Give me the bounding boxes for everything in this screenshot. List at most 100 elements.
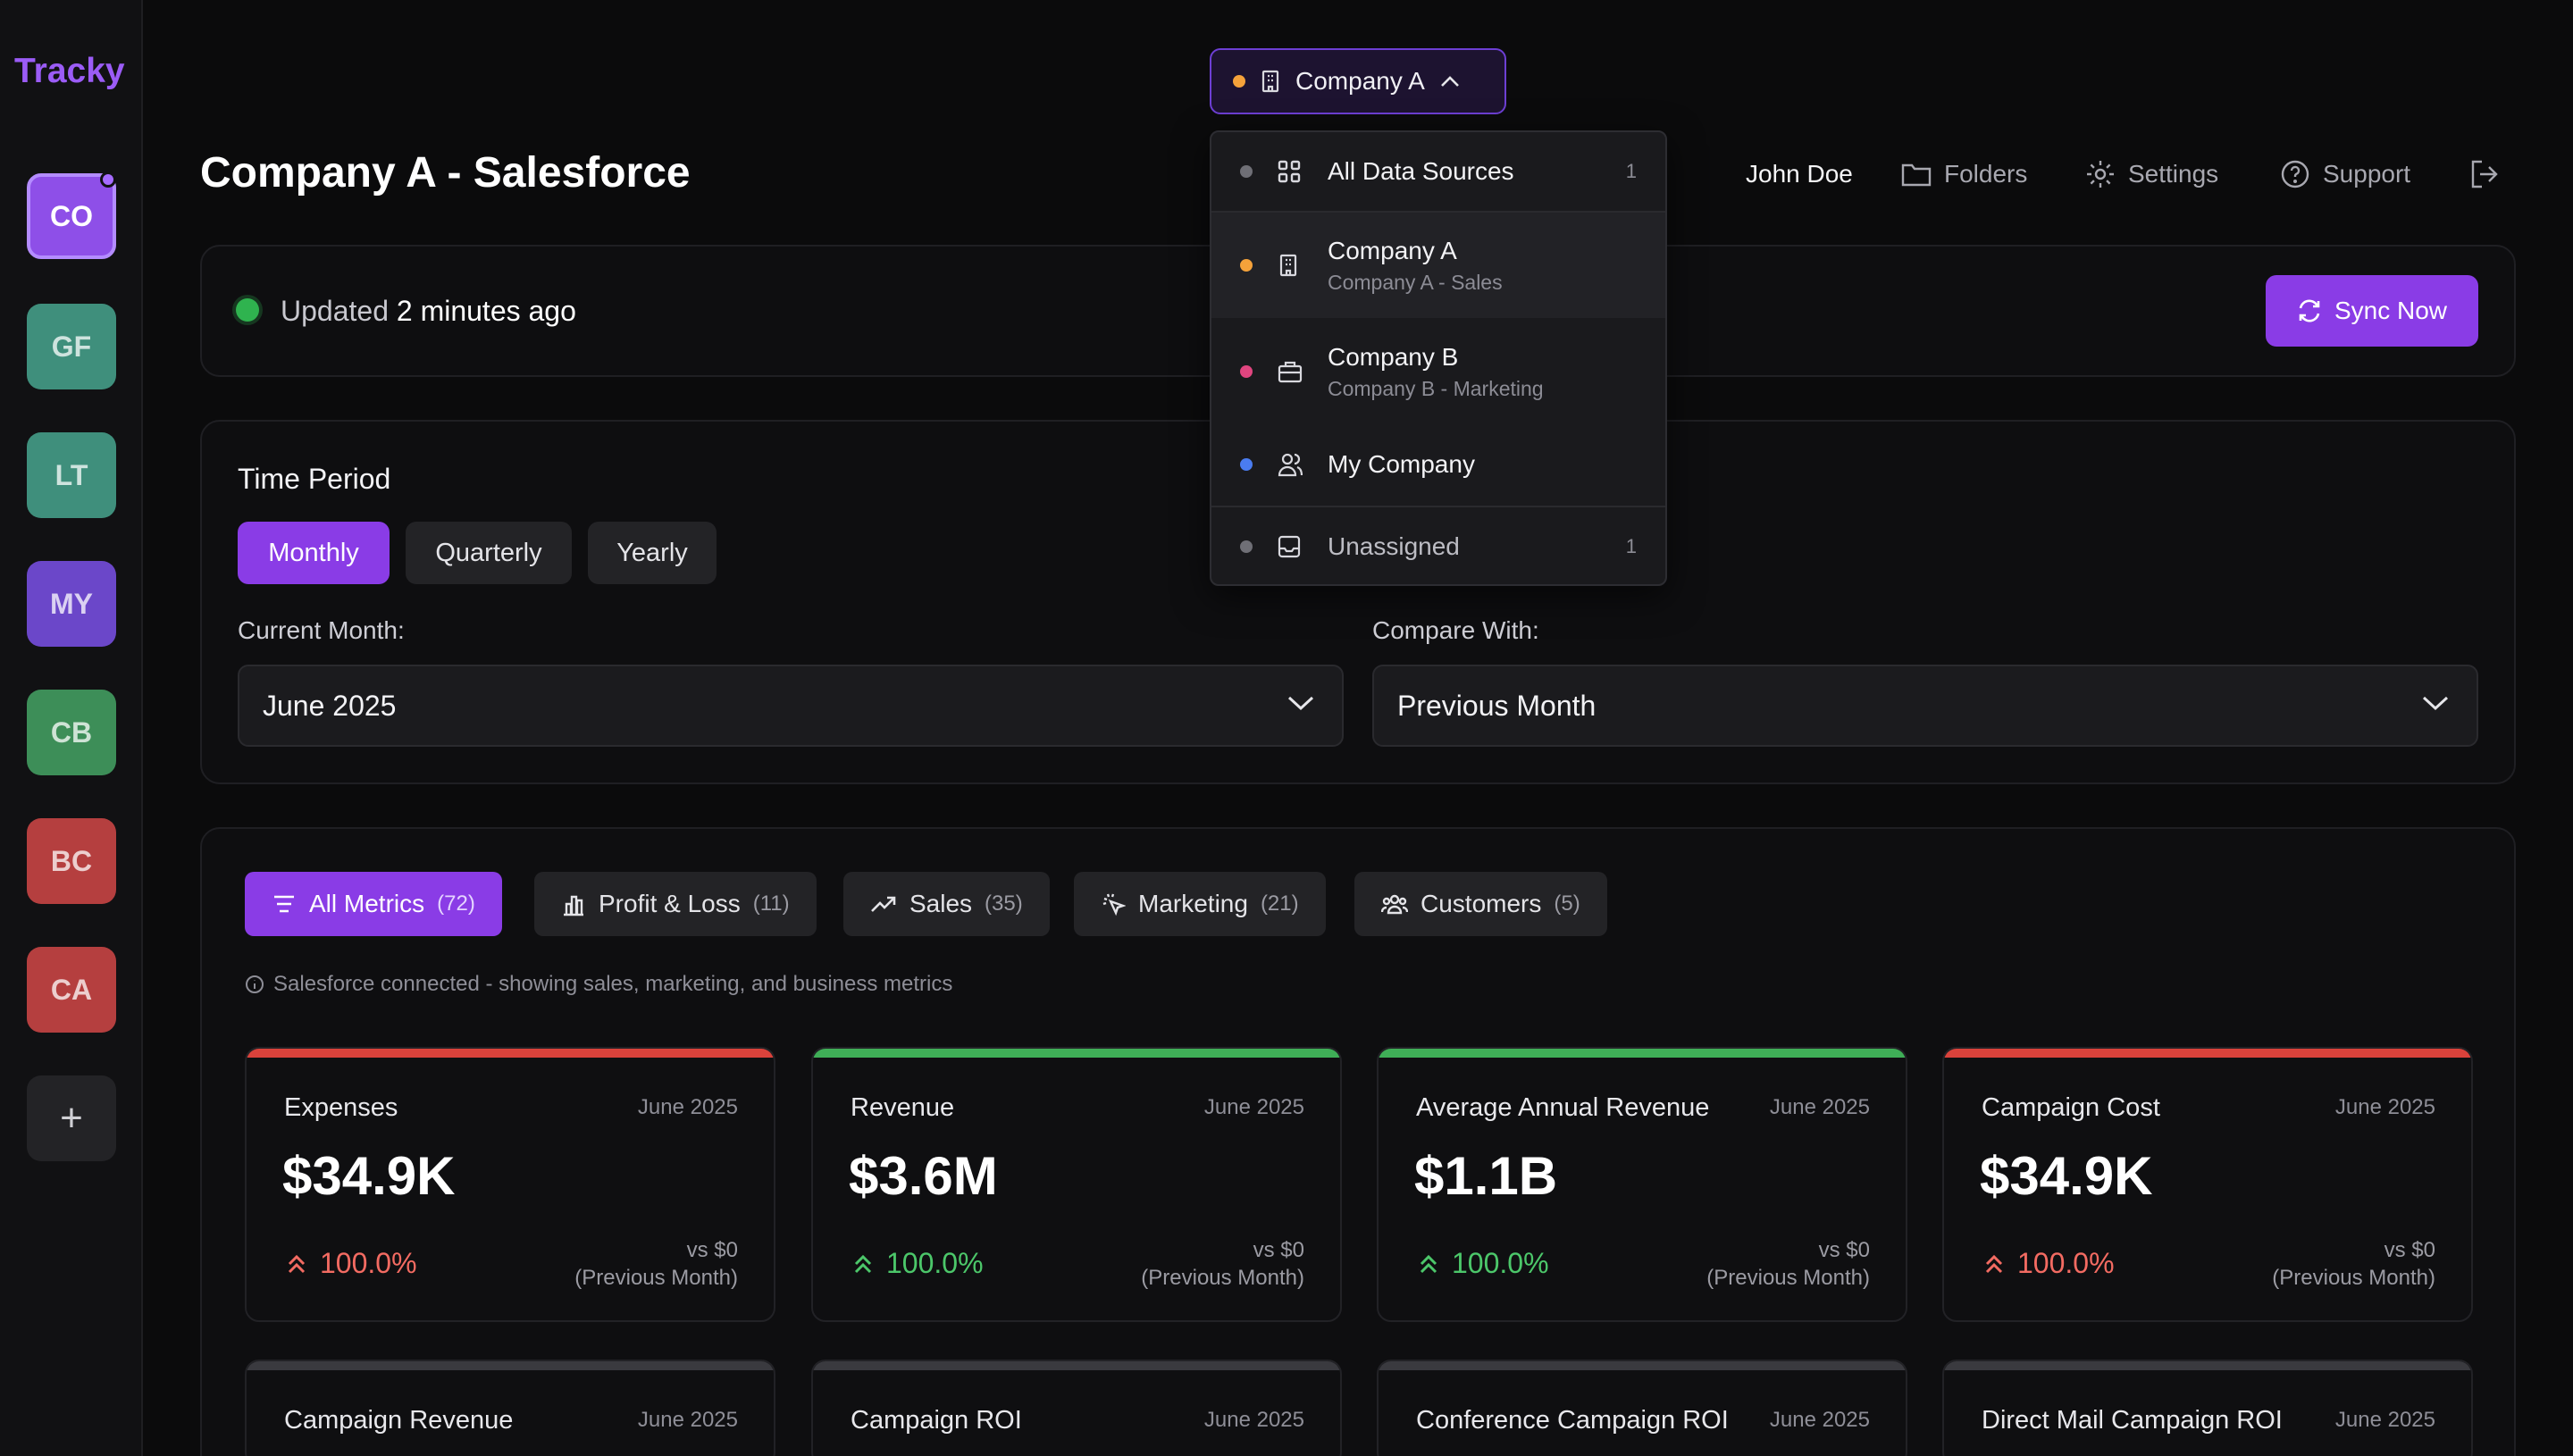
metric-change-value: 100.0%	[2017, 1247, 2115, 1279]
workspace-co[interactable]: CO	[27, 172, 116, 259]
metric-name: Revenue	[851, 1093, 955, 1122]
refresh-icon	[2297, 298, 2322, 323]
tab-customers[interactable]: Customers (5)	[1354, 872, 1607, 936]
grid-icon	[1278, 160, 1301, 183]
status-time: 2 minutes ago	[396, 295, 576, 327]
briefcase-icon	[1278, 360, 1303, 383]
metric-name: Campaign Cost	[1982, 1093, 2160, 1122]
dropdown-item-unassigned[interactable]: Unassigned 1	[1211, 507, 1665, 584]
tab-all-metrics[interactable]: All Metrics (72)	[245, 872, 502, 936]
tab-label: All Metrics	[309, 890, 425, 917]
metric-change: 100.0%	[286, 1247, 417, 1280]
period-yearly-button[interactable]: Yearly	[588, 522, 717, 584]
metric-card-conference-campaign-roi[interactable]: Conference Campaign ROI June 2025	[1377, 1360, 1907, 1456]
support-link[interactable]: Support	[2280, 152, 2410, 197]
card-accent-bar	[1379, 1049, 1906, 1058]
card-accent-bar	[1944, 1361, 2471, 1370]
chevron-up-icon	[1439, 74, 1461, 88]
add-workspace-button[interactable]: +	[27, 1075, 116, 1161]
comparison-value: vs $0	[686, 1238, 738, 1262]
workspace-bc[interactable]: BC	[27, 818, 116, 904]
dropdown-item-title: All Data Sources	[1328, 157, 1514, 185]
dropdown-item-company-a[interactable]: Company A Company A - Sales	[1211, 213, 1665, 318]
current-month-select[interactable]: June 2025	[238, 665, 1344, 747]
source-color-dot	[1240, 458, 1253, 471]
metric-card-revenue[interactable]: Revenue June 2025 $3.6M 100.0% vs $0 (Pr…	[811, 1047, 1342, 1322]
metric-name: Campaign Revenue	[284, 1406, 514, 1435]
workspace-initials: CO	[50, 199, 93, 232]
tab-count: (5)	[1554, 891, 1580, 916]
data-source-dropdown: All Data Sources 1 Company A Company A -…	[1210, 130, 1667, 586]
chevrons-up-icon	[1983, 1252, 2005, 1276]
compare-with-label: Compare With:	[1372, 616, 1539, 644]
period-quarterly-button[interactable]: Quarterly	[406, 522, 572, 584]
workspace-initials: BC	[50, 844, 93, 877]
metric-name: Average Annual Revenue	[1416, 1093, 1710, 1122]
dropdown-item-company-b[interactable]: Company B Company B - Marketing	[1211, 318, 1665, 425]
company-color-dot	[1233, 75, 1245, 88]
workspace-lt[interactable]: LT	[27, 432, 116, 518]
logout-button[interactable]	[2469, 152, 2502, 197]
tab-count: (21)	[1260, 891, 1299, 916]
company-switcher[interactable]: Company A	[1210, 48, 1506, 114]
users-icon	[1278, 452, 1303, 477]
metric-comparison: vs $0 (Previous Month)	[1706, 1236, 1870, 1292]
folders-link[interactable]: Folders	[1901, 152, 2027, 197]
notification-badge	[100, 172, 116, 188]
tab-profit-loss[interactable]: Profit & Loss (11)	[534, 872, 817, 936]
tab-label: Customers	[1421, 890, 1542, 917]
cursor-click-icon	[1101, 891, 1126, 916]
settings-link[interactable]: Settings	[2085, 152, 2218, 197]
dropdown-item-title: Unassigned	[1328, 532, 1460, 560]
metric-value: $34.9K	[1980, 1146, 2153, 1206]
workspace-gf[interactable]: GF	[27, 304, 116, 389]
time-period-heading: Time Period	[238, 463, 391, 495]
comparison-period: (Previous Month)	[1706, 1266, 1870, 1290]
metric-card-campaign-cost[interactable]: Campaign Cost June 2025 $34.9K 100.0% vs…	[1942, 1047, 2473, 1322]
help-circle-icon	[2280, 159, 2310, 189]
metric-date: June 2025	[2334, 1408, 2435, 1432]
metric-value: $1.1B	[1414, 1146, 1558, 1206]
metric-card-campaign-revenue[interactable]: Campaign Revenue June 2025	[245, 1360, 775, 1456]
metric-value: $34.9K	[282, 1146, 456, 1206]
status-indicator-dot	[236, 298, 259, 322]
company-switcher-label: Company A	[1295, 67, 1425, 95]
workspace-initials: GF	[51, 330, 92, 363]
user-name-label: John Doe	[1746, 160, 1853, 188]
period-label: Yearly	[616, 538, 688, 567]
metric-comparison: vs $0 (Previous Month)	[2272, 1236, 2435, 1292]
metric-change: 100.0%	[1418, 1247, 1549, 1280]
chevrons-up-icon	[286, 1252, 307, 1276]
gear-icon	[2085, 159, 2116, 189]
compare-with-select[interactable]: Previous Month	[1372, 665, 2478, 747]
metric-change-value: 100.0%	[320, 1247, 417, 1279]
workspace-cb[interactable]: CB	[27, 690, 116, 775]
current-month-label: Current Month:	[238, 616, 405, 644]
metric-card-average-annual-revenue[interactable]: Average Annual Revenue June 2025 $1.1B 1…	[1377, 1047, 1907, 1322]
comparison-value: vs $0	[1253, 1238, 1304, 1262]
dropdown-item-count: 1	[1625, 535, 1637, 557]
info-icon	[245, 975, 264, 994]
sync-now-button[interactable]: Sync Now	[2266, 275, 2478, 347]
settings-label: Settings	[2128, 160, 2219, 188]
tab-sales[interactable]: Sales (35)	[843, 872, 1050, 936]
tab-marketing[interactable]: Marketing (21)	[1074, 872, 1326, 936]
period-monthly-button[interactable]: Monthly	[238, 522, 390, 584]
workspace-my[interactable]: MY	[27, 561, 116, 647]
user-name[interactable]: John Doe	[1746, 152, 1853, 197]
metric-card-direct-mail-campaign-roi[interactable]: Direct Mail Campaign ROI June 2025	[1942, 1360, 2473, 1456]
plus-icon: +	[60, 1096, 83, 1140]
source-color-dot	[1240, 165, 1253, 178]
list-icon	[272, 893, 297, 915]
period-label: Monthly	[268, 538, 359, 567]
chevrons-up-icon	[852, 1252, 874, 1276]
metric-name: Conference Campaign ROI	[1416, 1406, 1729, 1435]
dropdown-item-all-data-sources[interactable]: All Data Sources 1	[1211, 132, 1665, 211]
brand-logo[interactable]: Tracky	[14, 52, 125, 90]
workspace-ca[interactable]: CA	[27, 947, 116, 1033]
metric-date: June 2025	[1769, 1408, 1870, 1432]
metric-value: $3.6M	[849, 1146, 998, 1206]
metric-card-campaign-roi[interactable]: Campaign ROI June 2025	[811, 1360, 1342, 1456]
metric-card-expenses[interactable]: Expenses June 2025 $34.9K 100.0% vs $0 (…	[245, 1047, 775, 1322]
dropdown-item-my-company[interactable]: My Company	[1211, 425, 1665, 504]
